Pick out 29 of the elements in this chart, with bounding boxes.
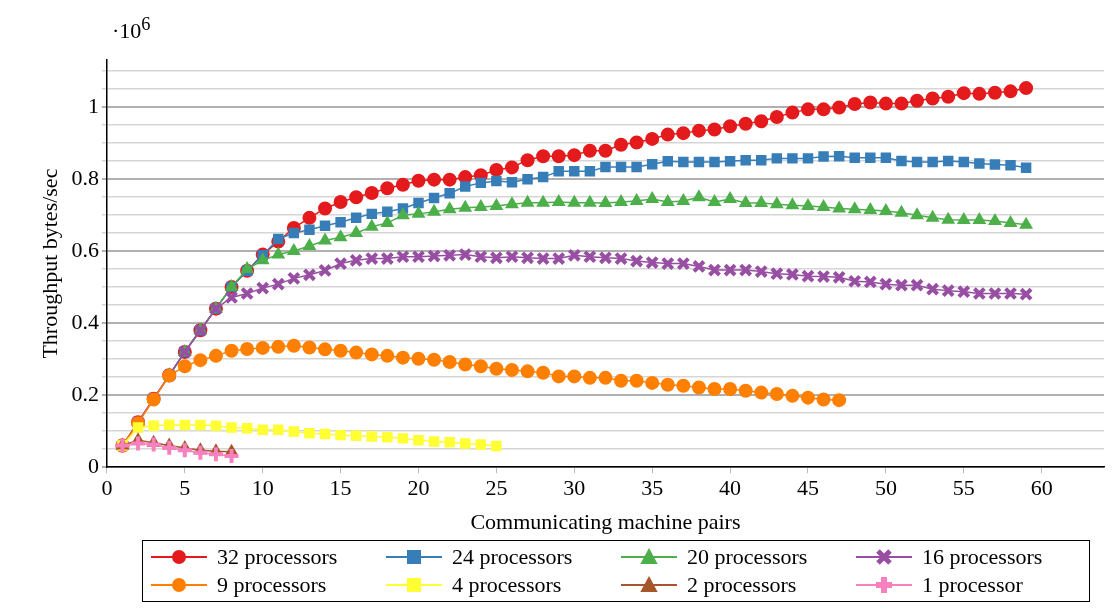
x-tick-label: 55: [952, 475, 975, 501]
legend-label: 9 processors: [217, 571, 327, 599]
x-tick-label: 10: [251, 475, 274, 501]
y-tick-label: 0.6: [71, 236, 99, 262]
legend-label: 16 processors: [922, 543, 1043, 571]
x-tick-label: 35: [641, 475, 664, 501]
x-tick-label: 50: [874, 475, 897, 501]
y-tick-label: 1: [87, 92, 99, 118]
legend-label: 24 processors: [452, 543, 573, 571]
x-tick-label: 25: [485, 475, 508, 501]
x-tick-label: 20: [407, 475, 430, 501]
x-tick-label: 30: [563, 475, 586, 501]
legend-label: 4 processors: [452, 571, 562, 599]
legend-label: 2 processors: [687, 571, 797, 599]
y-tick-label: 0: [87, 452, 99, 478]
text: ·10$^{6}$: [112, 14, 151, 45]
x-tick-label: 5: [179, 475, 191, 501]
y-tick-label: 0.4: [71, 308, 99, 334]
x-tick-label: 40: [719, 475, 742, 501]
legend-label: 32 processors: [217, 543, 338, 571]
legend-label: 20 processors: [687, 543, 808, 571]
y-tick-label: 0.2: [71, 380, 99, 406]
x-tick-label: 60: [1030, 475, 1053, 501]
y-tick-label: 0.8: [71, 164, 99, 190]
x-tick-label: 45: [796, 475, 819, 501]
x-axis-title: Communicating machine pairs: [470, 508, 741, 534]
legend-label: 1 processor: [922, 571, 1023, 599]
x-tick-label: 15: [329, 475, 352, 501]
y-axis-title: Throughput bytes/sec: [36, 168, 62, 359]
